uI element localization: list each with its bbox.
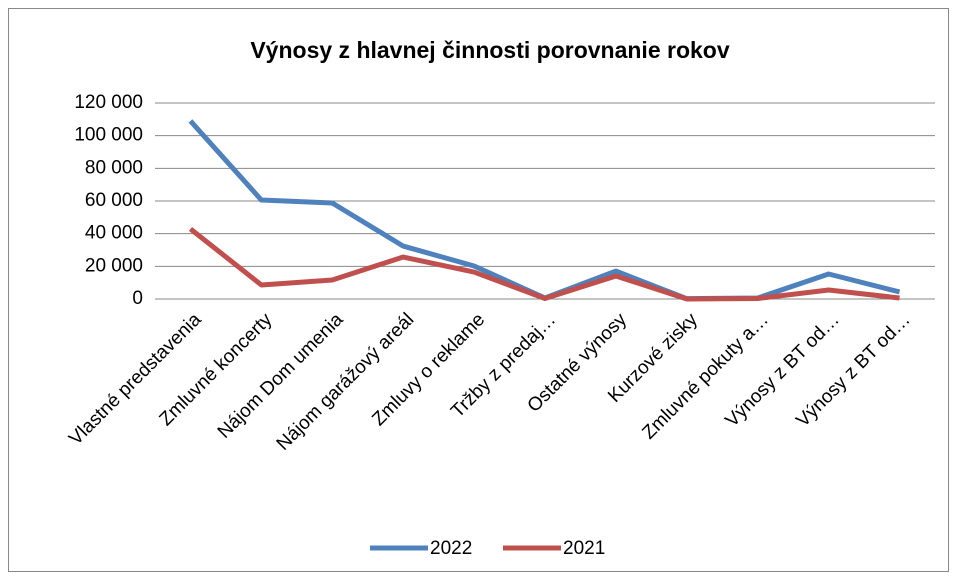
series-line [188,226,900,302]
y-tick-label: 80 000 [85,157,143,178]
y-tick-label: 60 000 [85,190,143,211]
chart-title: Výnosy z hlavnej činnosti porovnanie rok… [250,37,729,63]
y-tick-label: 40 000 [85,223,143,244]
y-tick-label: 120 000 [74,92,143,113]
y-tick-label: 20 000 [85,255,143,276]
chart-border [8,8,949,572]
y-tick-label: 100 000 [74,125,143,146]
legend-label: 2022 [430,538,472,559]
y-tick-label: 0 [132,288,143,309]
legend-label: 2021 [563,538,605,559]
